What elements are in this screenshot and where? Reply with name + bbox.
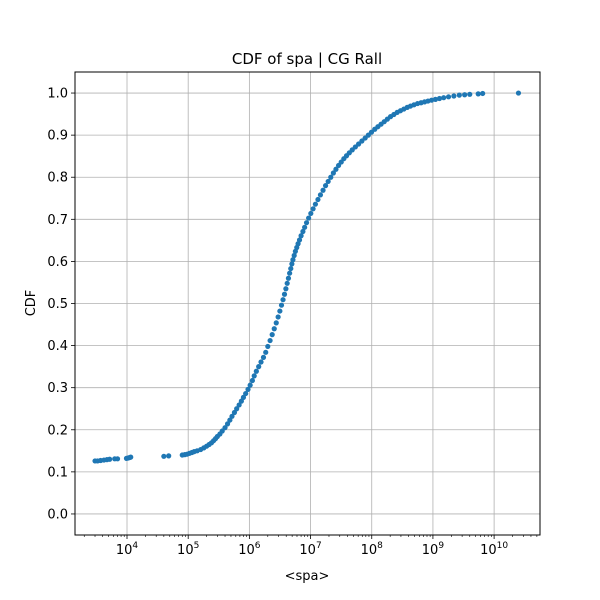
data-point (263, 349, 269, 355)
data-point (312, 201, 319, 207)
data-point (166, 453, 172, 459)
data-point (227, 417, 233, 423)
x-tick-label: 108 (361, 541, 384, 558)
data-point (303, 220, 310, 226)
x-tick-label: 104 (116, 541, 139, 558)
data-point (300, 228, 306, 235)
y-tick-label: 0.9 (47, 129, 68, 144)
data-point (515, 90, 522, 96)
data-point (283, 286, 289, 292)
data-point (436, 95, 443, 102)
data-point (278, 302, 285, 308)
data-point (256, 364, 262, 370)
data-point (432, 96, 439, 102)
x-axis-label: <spa> (285, 569, 330, 584)
x-tick-label: 106 (238, 541, 261, 558)
data-point (224, 421, 231, 427)
y-tick-label: 0.7 (47, 213, 68, 228)
data-point (222, 425, 228, 431)
data-point (428, 97, 435, 103)
data-point (290, 257, 296, 263)
data-point (480, 90, 486, 97)
data-point (258, 359, 264, 365)
data-point (328, 174, 334, 180)
data-point (229, 413, 235, 419)
data-point (462, 92, 468, 98)
grid (75, 72, 540, 535)
y-tick-label: 0.0 (47, 507, 68, 522)
data-point (284, 280, 290, 286)
data-point (325, 178, 331, 185)
y-tick-label: 0.6 (47, 255, 68, 270)
y-tick-label: 0.3 (47, 381, 68, 396)
data-point (322, 183, 329, 189)
data-point (317, 192, 324, 198)
data-point (445, 94, 452, 100)
data-point (281, 291, 288, 297)
y-tick-label: 0.8 (47, 171, 68, 186)
x-axis-ticks: 104 105 106 107 108 109 1010 (83, 535, 538, 558)
data-point (269, 332, 275, 338)
y-tick-label: 0.4 (47, 339, 68, 354)
data-point (302, 224, 308, 230)
data-point (298, 233, 304, 239)
y-tick-label: 0.2 (47, 423, 68, 438)
data-point (287, 270, 293, 276)
data-point (330, 170, 336, 176)
x-tick-label: 1010 (480, 541, 508, 558)
data-point (273, 320, 279, 326)
data-point (288, 265, 294, 272)
x-tick-label: 105 (177, 541, 199, 558)
data-point (114, 456, 121, 462)
data-point (306, 215, 312, 221)
data-point (253, 368, 259, 374)
data-point (265, 343, 271, 350)
data-point (451, 93, 457, 99)
data-point (285, 275, 292, 281)
data-point (320, 187, 326, 193)
y-axis-label: CDF (24, 290, 39, 317)
data-point (291, 252, 297, 259)
data-point (441, 95, 447, 101)
x-tick-label: 109 (422, 541, 445, 558)
data-point (310, 206, 316, 212)
data-point (467, 91, 473, 97)
data-point (240, 394, 247, 400)
data-point (247, 382, 253, 388)
data-point (280, 297, 286, 303)
data-point (231, 409, 238, 416)
data-point (308, 210, 314, 217)
data-point (236, 402, 242, 408)
data-point (277, 308, 283, 314)
data-point (271, 326, 277, 332)
data-point (289, 261, 295, 267)
data-point (161, 453, 167, 459)
data-point (456, 92, 462, 98)
data-point (245, 386, 251, 392)
data-point (315, 196, 321, 203)
data-point (260, 354, 267, 360)
data-point (267, 337, 273, 344)
y-tick-label: 0.5 (47, 297, 68, 312)
data-point (251, 373, 257, 379)
data-point (333, 166, 339, 172)
y-axis-ticks: 0.0 0.1 0.2 0.3 0.4 0.5 0.6 0.7 0.8 0.9 1.0 (47, 87, 75, 522)
chart-title: CDF of spa | CG Rall (232, 50, 382, 68)
data-point (238, 398, 244, 404)
y-tick-label: 0.1 (47, 465, 68, 480)
x-tick-label: 107 (299, 541, 321, 558)
y-tick-label: 1.0 (47, 87, 68, 102)
data-point (249, 377, 255, 384)
data-point (475, 91, 481, 97)
data-points (92, 90, 522, 464)
data-point (296, 237, 303, 243)
data-point (275, 314, 281, 320)
data-point (107, 456, 113, 462)
data-point (243, 390, 249, 397)
data-point (128, 454, 134, 460)
data-point (234, 406, 240, 412)
